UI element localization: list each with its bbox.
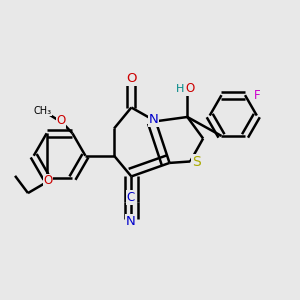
Text: O: O xyxy=(186,82,195,95)
Text: C: C xyxy=(126,191,135,204)
Text: CH₃: CH₃ xyxy=(33,106,51,116)
Text: H: H xyxy=(176,84,184,94)
Text: N: N xyxy=(148,113,158,126)
Text: O: O xyxy=(126,72,136,85)
Text: N: N xyxy=(126,215,135,228)
Text: O: O xyxy=(44,174,53,187)
Text: S: S xyxy=(192,155,201,169)
Text: O: O xyxy=(56,114,66,127)
Text: F: F xyxy=(254,89,260,102)
